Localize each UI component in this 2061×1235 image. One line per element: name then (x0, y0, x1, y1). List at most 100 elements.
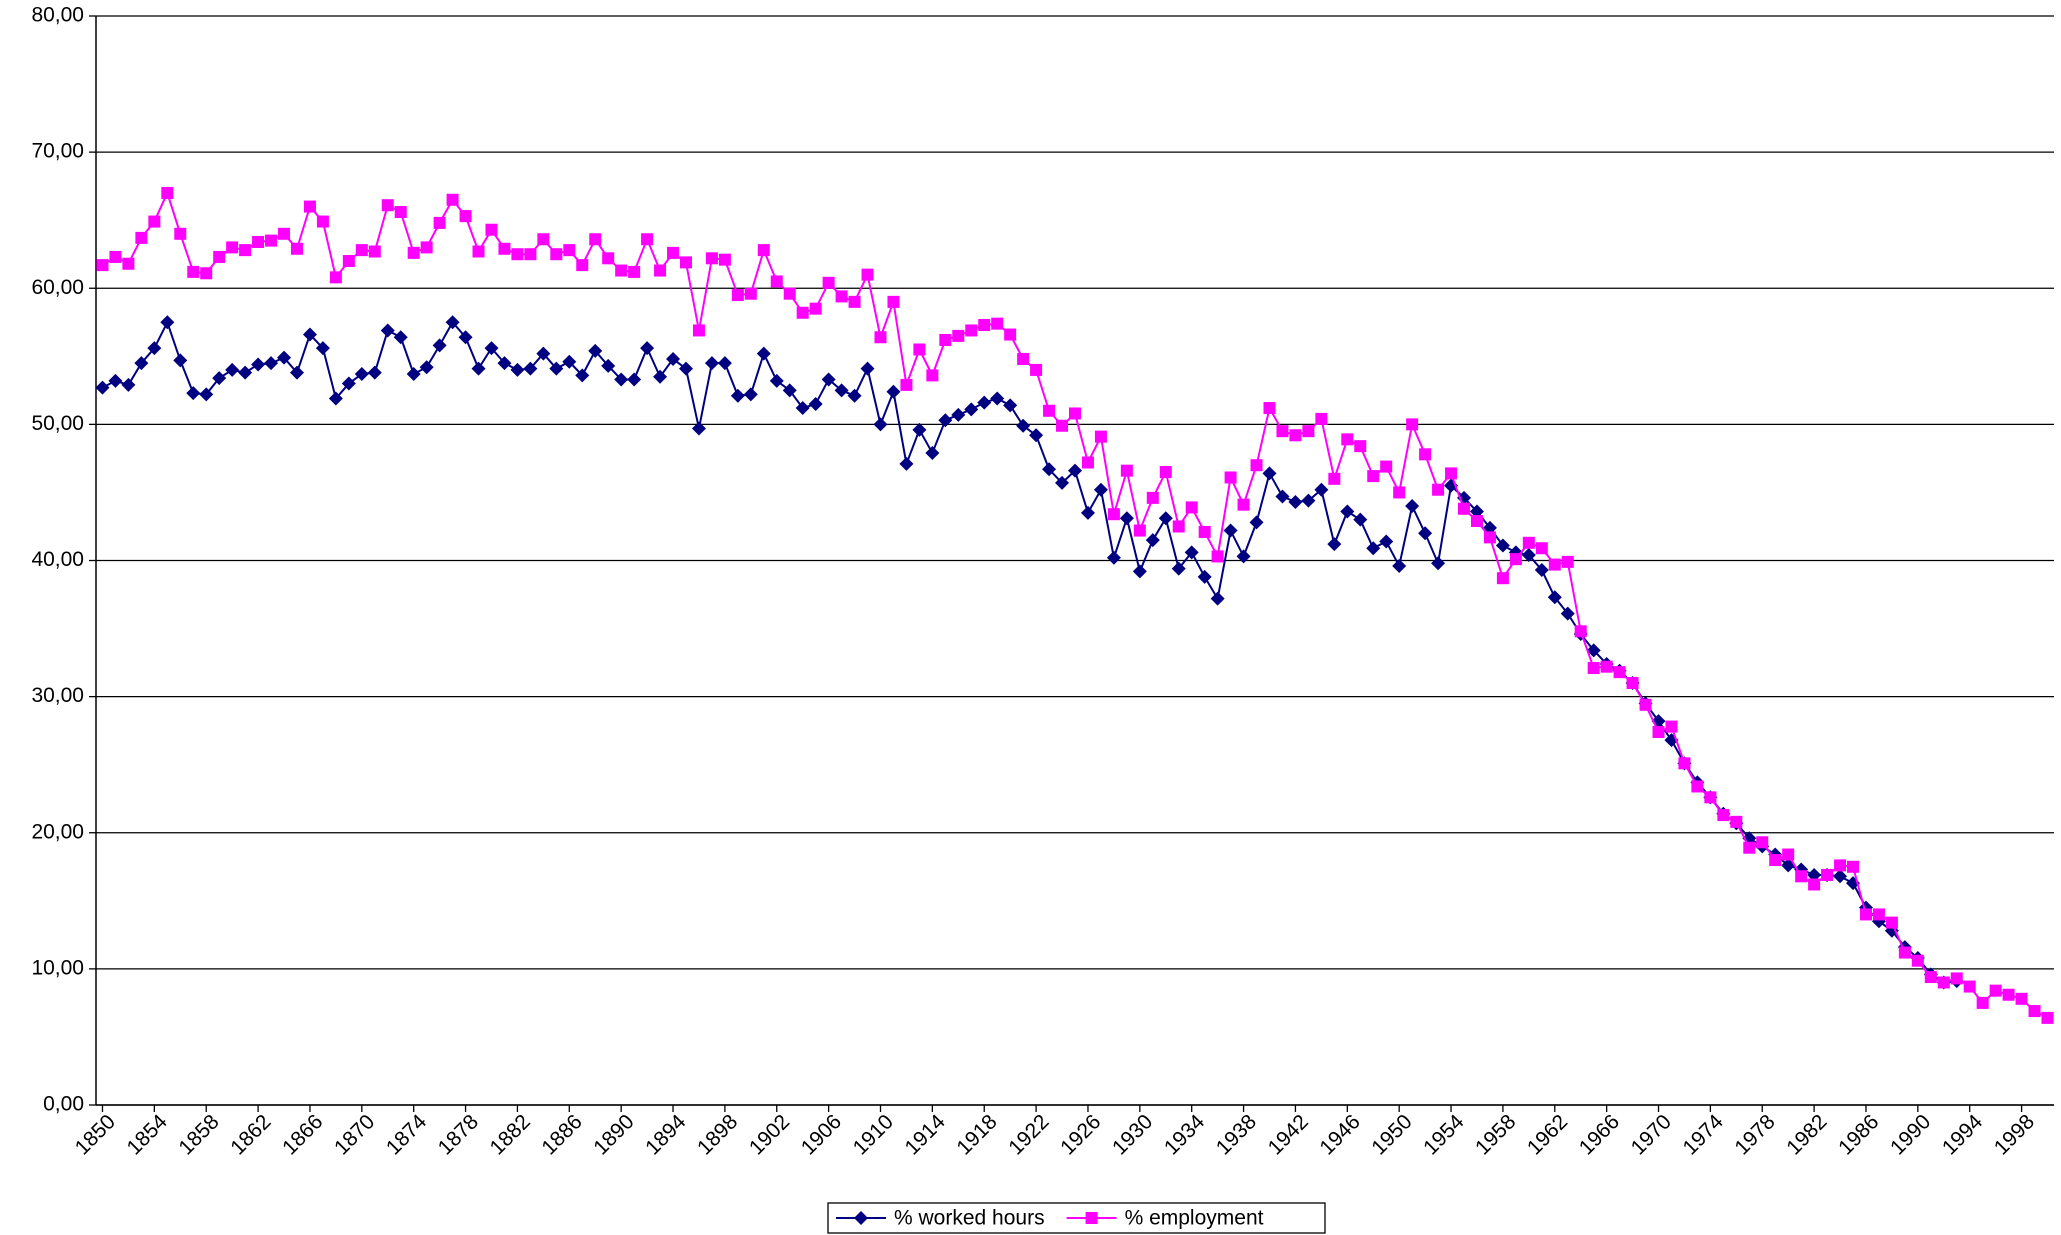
x-tick-label: 1898 (693, 1110, 742, 1159)
marker (1262, 466, 1277, 481)
marker (1431, 556, 1446, 571)
x-tick-label: 1926 (1056, 1110, 1105, 1159)
marker (899, 456, 914, 471)
x-tick-label: 1986 (1834, 1110, 1883, 1159)
marker (848, 295, 861, 308)
marker (278, 227, 291, 240)
marker (252, 235, 265, 248)
marker (1263, 402, 1276, 415)
marker (368, 245, 381, 258)
marker (1327, 537, 1342, 552)
marker (1276, 425, 1289, 438)
x-tick-label: 1994 (1938, 1110, 1988, 1160)
marker (315, 341, 330, 356)
marker (1159, 466, 1172, 479)
marker (432, 338, 447, 353)
y-tick-label: 10,00 (31, 956, 84, 979)
marker (1289, 429, 1302, 442)
marker (135, 231, 148, 244)
marker (1626, 677, 1639, 690)
marker (1418, 526, 1433, 541)
marker (1210, 591, 1225, 606)
marker (1496, 572, 1509, 585)
y-tick-label: 60,00 (31, 276, 84, 299)
marker (1924, 971, 1937, 984)
marker (459, 210, 472, 223)
marker (900, 378, 913, 391)
marker (1120, 464, 1133, 477)
marker (381, 199, 394, 212)
marker (212, 371, 227, 386)
marker (471, 361, 486, 376)
marker (821, 372, 836, 387)
marker (795, 401, 810, 416)
marker (226, 241, 239, 254)
marker (433, 216, 446, 229)
marker (1315, 412, 1328, 425)
marker (225, 362, 240, 377)
marker (822, 276, 835, 289)
marker (589, 233, 602, 246)
marker (1392, 558, 1407, 573)
marker (523, 361, 538, 376)
marker (1678, 757, 1691, 770)
marker (1717, 809, 1730, 822)
marker (1341, 433, 1354, 446)
marker (2028, 1005, 2041, 1018)
marker (394, 206, 407, 219)
marker (199, 387, 214, 402)
marker (1146, 491, 1159, 504)
marker (239, 244, 252, 257)
marker (705, 252, 718, 265)
y-tick-label: 80,00 (31, 4, 84, 27)
marker (1963, 980, 1976, 993)
marker (769, 373, 784, 388)
marker (614, 372, 629, 387)
marker (1808, 878, 1821, 891)
marker (873, 417, 888, 432)
x-tick-label: 1982 (1782, 1110, 1831, 1159)
series (96, 186, 2054, 1024)
marker (367, 365, 382, 380)
x-tick-label: 1958 (1471, 1110, 1520, 1159)
marker (1085, 1212, 1098, 1224)
marker (666, 352, 681, 367)
marker (1224, 471, 1237, 484)
marker (925, 445, 940, 460)
marker (691, 421, 706, 436)
marker (303, 200, 316, 213)
marker (667, 246, 680, 259)
marker (939, 333, 952, 346)
marker (964, 402, 979, 417)
marker (173, 353, 188, 368)
marker (511, 248, 524, 261)
x-tick-label: 1946 (1315, 1110, 1364, 1159)
marker (912, 422, 927, 437)
marker (406, 367, 421, 382)
marker (926, 369, 939, 382)
marker (1613, 666, 1626, 679)
marker (654, 264, 667, 277)
marker (854, 1211, 868, 1225)
marker (277, 350, 292, 365)
marker (1482, 520, 1497, 535)
marker (187, 265, 200, 278)
marker (731, 289, 744, 302)
marker (1017, 353, 1030, 366)
marker (704, 356, 719, 371)
marker (497, 356, 512, 371)
marker (874, 331, 887, 344)
x-tick-label: 1922 (1004, 1110, 1053, 1159)
marker (640, 341, 655, 356)
marker (186, 386, 201, 401)
marker (808, 396, 823, 411)
marker (1003, 398, 1018, 413)
marker (1406, 418, 1419, 431)
marker (1379, 534, 1394, 549)
marker (354, 367, 369, 382)
marker (1730, 815, 1743, 828)
marker (1301, 493, 1316, 508)
legend-label: % employment (1125, 1207, 1264, 1230)
marker (1171, 561, 1186, 576)
marker (1847, 860, 1860, 873)
